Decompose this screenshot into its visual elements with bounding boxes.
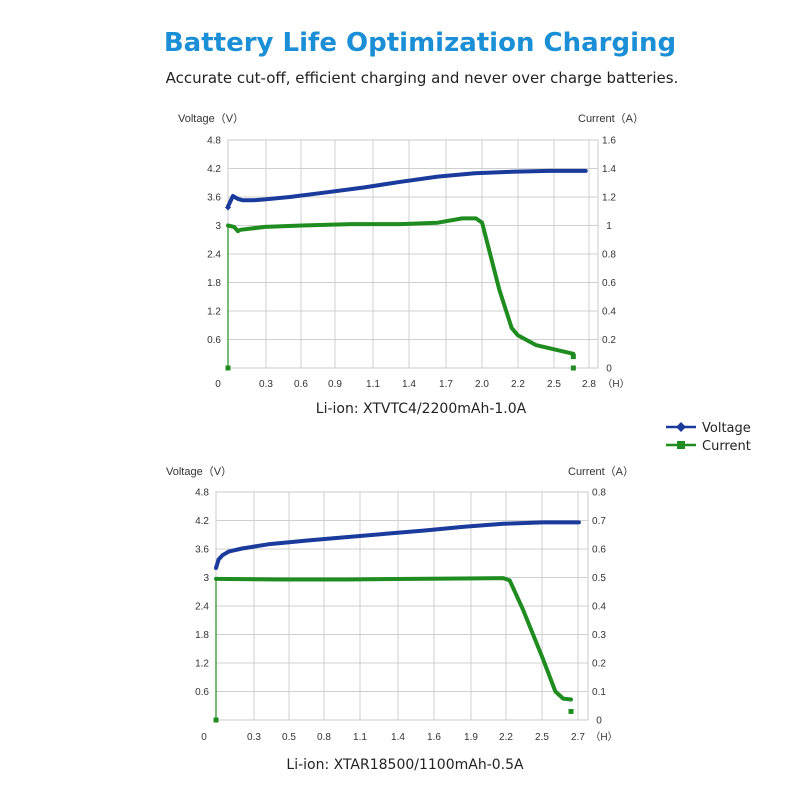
y-right-tick: 0 xyxy=(606,364,612,375)
x-tick: 0.6 xyxy=(294,379,308,390)
legend-square-icon xyxy=(677,441,685,449)
x-tick: 1.1 xyxy=(353,732,367,743)
voltage-marker xyxy=(225,204,231,211)
x-tick: 0 xyxy=(215,379,221,390)
current-marker xyxy=(213,717,219,723)
y-right-tick: 1.4 xyxy=(602,164,616,175)
y-left-tick: 3 xyxy=(203,573,209,584)
x-tick: 2.5 xyxy=(547,379,561,390)
y-left-tick: 3 xyxy=(215,221,221,232)
series-line-current xyxy=(214,576,573,702)
current-marker xyxy=(570,365,576,371)
y-right-tick: 0.1 xyxy=(592,687,606,698)
y-right-tick: 1.2 xyxy=(602,193,616,204)
x-tick: 1.9 xyxy=(464,732,478,743)
y-right-tick: 0.8 xyxy=(592,488,606,499)
y-left-tick: 2.4 xyxy=(195,602,209,613)
x-tick: 2.0 xyxy=(475,379,489,390)
legend-diamond-icon xyxy=(676,422,686,432)
x-tick: 1.4 xyxy=(402,379,416,390)
x-tick: 1.7 xyxy=(439,379,453,390)
x-tick: 2.5 xyxy=(535,732,549,743)
legend: Voltage Current xyxy=(666,421,751,454)
y-left-label: Voltage（V） xyxy=(166,465,232,478)
page-subtitle: Accurate cut-off, efficient charging and… xyxy=(165,69,679,87)
y-left-tick: 0.6 xyxy=(195,687,209,698)
y-left-tick: 3.6 xyxy=(207,193,221,204)
legend-label-voltage: Voltage xyxy=(702,421,751,436)
y-right-tick: 0.2 xyxy=(592,659,606,670)
y-left-tick: 4.2 xyxy=(207,164,221,175)
current-marker xyxy=(570,354,576,360)
current-marker xyxy=(568,708,574,714)
x-unit-label: （H） xyxy=(602,378,629,390)
y-left-tick: 1.8 xyxy=(195,630,209,641)
x-tick: 0.3 xyxy=(259,379,273,390)
x-tick: 0.3 xyxy=(247,732,261,743)
x-tick: 2.7 xyxy=(571,732,585,743)
y-right-tick: 0.4 xyxy=(592,602,606,613)
chart-caption: Li-ion: XTVTC4/2200mAh-1.0A xyxy=(316,401,527,417)
chart-caption: Li-ion: XTAR18500/1100mAh-0.5A xyxy=(286,757,524,773)
y-left-tick: 3.6 xyxy=(195,545,209,556)
y-right-tick: 0.6 xyxy=(592,545,606,556)
y-left-tick: 2.4 xyxy=(207,250,221,261)
x-tick: 0.8 xyxy=(317,732,331,743)
y-left-label: Voltage（V） xyxy=(178,112,244,125)
y-right-tick: 1.6 xyxy=(602,136,616,147)
series-line-voltage xyxy=(226,168,588,209)
y-right-tick: 1 xyxy=(606,221,612,232)
y-right-tick: 0.6 xyxy=(602,278,616,289)
y-left-tick: 0.6 xyxy=(207,335,221,346)
chart-2: Voltage（V） Current（A） （H） 4.8 4.2 3.6 3 2.4 1.8 1… xyxy=(166,465,634,773)
y-right-label: Current（A） xyxy=(578,112,644,125)
x-tick: 2.2 xyxy=(511,379,525,390)
y-right-tick: 0.5 xyxy=(592,573,606,584)
x-tick: 0.9 xyxy=(328,379,342,390)
x-unit-label: （H） xyxy=(590,731,617,743)
x-tick: 2.2 xyxy=(499,732,513,743)
x-tick: 1.4 xyxy=(391,732,405,743)
x-tick: 1.1 xyxy=(366,379,380,390)
series-line-current xyxy=(226,216,576,356)
x-tick: 0 xyxy=(201,732,207,743)
y-right-tick: 0.4 xyxy=(602,307,616,318)
y-right-tick: 0 xyxy=(596,716,602,727)
y-left-tick: 4.2 xyxy=(195,516,209,527)
series-line-voltage xyxy=(214,520,581,570)
x-tick: 0.5 xyxy=(282,732,296,743)
y-right-label: Current（A） xyxy=(568,465,634,478)
legend-label-current: Current xyxy=(702,439,751,454)
current-marker xyxy=(225,365,231,371)
x-tick: 1.6 xyxy=(427,732,441,743)
y-left-tick: 4.8 xyxy=(207,136,221,147)
y-left-tick: 1.2 xyxy=(207,307,221,318)
y-left-tick: 1.8 xyxy=(207,278,221,289)
y-left-tick: 1.2 xyxy=(195,659,209,670)
y-right-tick: 0.3 xyxy=(592,630,606,641)
x-tick: 2.8 xyxy=(582,379,596,390)
page-title: Battery Life Optimization Charging xyxy=(163,28,677,58)
y-right-tick: 0.2 xyxy=(602,335,616,346)
y-right-tick: 0.7 xyxy=(592,516,606,527)
y-left-tick: 4.8 xyxy=(195,488,209,499)
chart-1: Voltage（V） Current（A） （H） 4.8 4.2 3.6 3 2.4 1.8 1… xyxy=(178,112,644,417)
y-right-tick: 0.8 xyxy=(602,250,616,261)
